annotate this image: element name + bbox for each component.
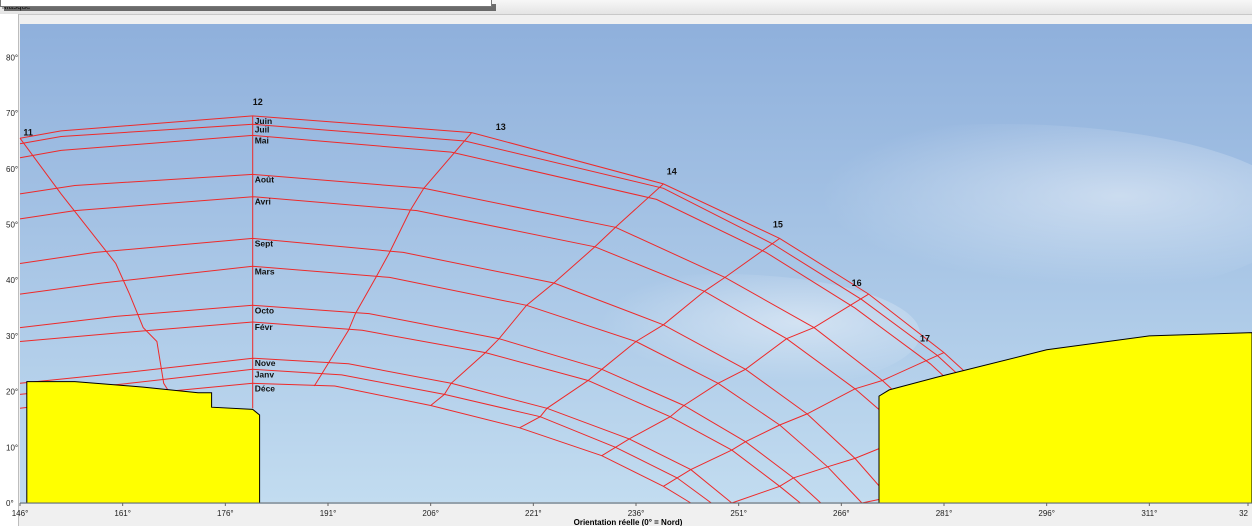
month-label: Sept <box>255 238 274 248</box>
hour-label: 15 <box>773 219 783 229</box>
popup-panel <box>0 0 492 7</box>
y-tick-label: 50° <box>6 221 18 230</box>
y-tick-label: 20° <box>6 388 18 397</box>
month-label: Avri <box>255 197 271 207</box>
y-tick-label: 30° <box>6 332 18 341</box>
y-tick-label: 0° <box>6 499 14 508</box>
hour-label: 17 <box>920 333 930 343</box>
x-tick-label: 206° <box>422 509 439 518</box>
x-tick-label: 281° <box>936 509 953 518</box>
month-curve <box>19 321 801 504</box>
y-tick-label: 60° <box>6 165 18 174</box>
hour-label: 13 <box>496 122 506 132</box>
mask-obstacle <box>878 332 1252 504</box>
hour-line <box>601 293 869 457</box>
x-tick-label: 296° <box>1038 509 1055 518</box>
mask-obstacle <box>26 381 261 504</box>
hour-label: 11 <box>23 127 33 137</box>
x-axis-title: Orientation réelle (0° = Nord) <box>574 518 683 526</box>
month-curve <box>19 265 863 504</box>
hour-label: 12 <box>253 97 263 107</box>
y-tick-label: 40° <box>6 276 18 285</box>
x-tick-label: 161° <box>114 509 131 518</box>
x-tick-label: 251° <box>730 509 747 518</box>
sun-path-chart: 146° 161° 176° 191° 206° 221° 236° 251° 266° 281°… <box>6 24 1252 526</box>
x-tick-label: 221° <box>525 509 542 518</box>
cloud-shape <box>520 274 920 394</box>
month-label: Mars <box>255 266 275 276</box>
hour-line <box>663 352 945 487</box>
month-label: Déce <box>255 383 276 393</box>
month-label: Févr <box>255 322 274 332</box>
month-label: Août <box>255 174 275 184</box>
month-label: Juin <box>255 116 272 126</box>
hour-label: 14 <box>667 166 677 176</box>
x-tick-label: 191° <box>320 509 337 518</box>
hour-line <box>430 183 664 406</box>
left-axis-panel <box>0 14 19 526</box>
month-label: Mai <box>255 135 269 145</box>
x-tick-label: 176° <box>217 509 234 518</box>
hour-label: 16 <box>852 278 862 288</box>
month-label: Octo <box>255 305 274 315</box>
x-tick-label: 236° <box>628 509 645 518</box>
month-label: Janv <box>255 369 275 379</box>
x-tick-label: 146° <box>12 509 29 518</box>
cloud-shape <box>700 124 1252 304</box>
x-tick-label: 266° <box>833 509 850 518</box>
month-label: Juil <box>255 124 270 134</box>
y-tick-label: 10° <box>6 443 18 452</box>
x-tick-label: 311° <box>1141 509 1157 518</box>
month-label: Nove <box>255 358 276 368</box>
y-tick-label: 80° <box>6 53 18 62</box>
hour-line <box>313 132 473 387</box>
x-tick-label: 32 <box>1239 509 1248 518</box>
y-tick-label: 70° <box>6 109 18 118</box>
hour-line <box>519 237 780 429</box>
month-curve <box>19 304 822 504</box>
